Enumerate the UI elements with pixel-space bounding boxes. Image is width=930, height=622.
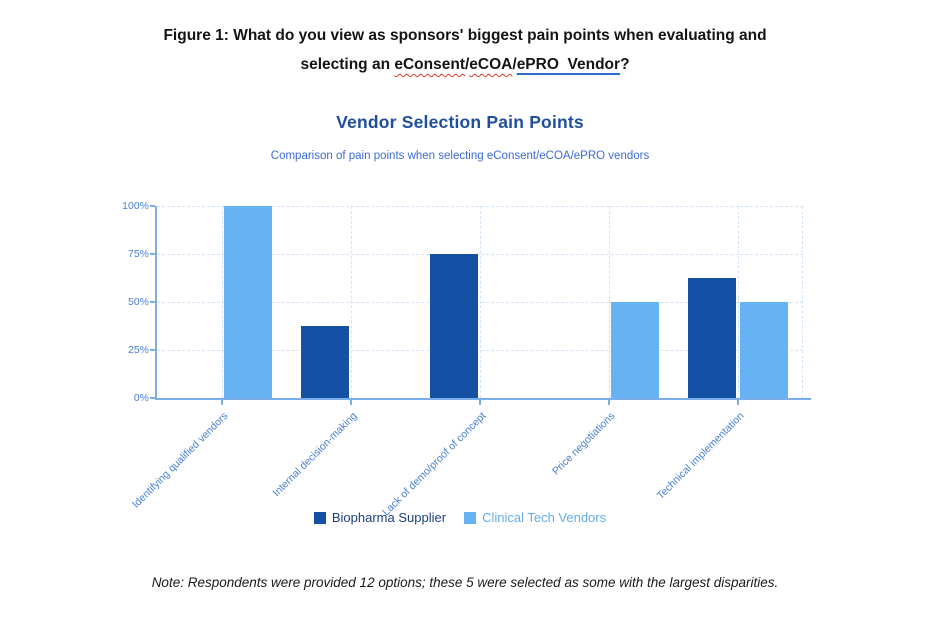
caption-suffix: ? — [620, 56, 630, 73]
x-axis-tick-mark — [737, 400, 740, 405]
caption-text: selecting an — [300, 56, 395, 73]
bar-clinical-tech-vendors — [611, 302, 660, 398]
bar-biopharma-supplier — [688, 278, 737, 398]
chart-subtitle: Comparison of pain points when selecting… — [270, 150, 650, 162]
figure-caption-line2: selecting an eConsent/eCOA/ePRO Vendor? — [0, 50, 930, 79]
gridline-vertical — [350, 206, 352, 398]
gridline-vertical — [738, 206, 740, 398]
legend-swatch — [464, 511, 477, 524]
chart-legend: Biopharma Supplier Clinical Tech Vendors — [110, 510, 810, 525]
y-axis-tick-mark — [150, 301, 155, 303]
y-axis-tick-mark — [150, 253, 155, 255]
plot-right-border — [802, 206, 803, 398]
caption-separator: / — [464, 56, 470, 73]
legend-item-clinical-tech-vendors: Clinical Tech Vendors — [464, 510, 606, 525]
bar-clinical-tech-vendors — [740, 302, 789, 398]
gridline-vertical — [221, 206, 223, 398]
figure-caption-line1: Figure 1: What do you view as sponsors' … — [163, 27, 767, 44]
x-axis-category-label: Lack of demo/proof of concept — [380, 410, 489, 519]
legend-swatch — [313, 511, 326, 524]
epro-vendor-link[interactable]: ePRO Vendor — [516, 56, 621, 73]
figure-caption: Figure 1: What do you view as sponsors' … — [0, 21, 930, 79]
legend-item-biopharma-supplier: Biopharma Supplier — [313, 510, 447, 525]
y-axis-tick-label: 25% — [127, 344, 149, 356]
y-axis-tick-mark — [150, 205, 155, 207]
x-axis-tick-mark — [349, 400, 352, 405]
bar-biopharma-supplier — [300, 326, 349, 398]
caption-separator: / — [512, 56, 517, 73]
chart-title: Vendor Selection Pain Points — [336, 112, 584, 132]
x-axis-tick-mark — [479, 400, 481, 405]
y-axis-tick-mark — [150, 397, 155, 399]
bar-clinical-tech-vendors — [223, 206, 272, 398]
x-axis-category-label: Technical implementation — [655, 410, 747, 502]
y-axis-tick-label: 100% — [122, 200, 149, 212]
bar-biopharma-supplier — [430, 254, 478, 398]
gridline-vertical — [609, 206, 611, 398]
spellcheck-word-ecoa: eCOA — [469, 56, 513, 73]
x-axis-tick-mark — [220, 400, 223, 405]
x-axis-category-label: Identifying qualified vendors — [129, 410, 231, 511]
gridline-vertical — [480, 206, 481, 398]
legend-label: Biopharma Supplier — [331, 510, 447, 525]
y-axis-tick-label: 0% — [133, 392, 149, 404]
footnote: Note: Respondents were provided 12 optio… — [151, 575, 779, 590]
x-axis-category-label: Internal decision-making — [270, 410, 360, 499]
bar-chart: Vendor Selection Pain Points Comparison … — [110, 108, 811, 543]
spellcheck-word-econsent: eConsent — [394, 56, 465, 73]
y-axis-tick-label: 50% — [127, 296, 149, 308]
x-axis-line — [155, 398, 811, 400]
plot-area — [155, 206, 811, 400]
y-axis-tick-mark — [150, 349, 155, 351]
x-axis-category-label: Price negotiations — [550, 410, 618, 478]
legend-label: Clinical Tech Vendors — [482, 510, 607, 525]
y-axis-line — [155, 206, 157, 398]
x-axis-tick-mark — [608, 400, 611, 405]
y-axis-tick-label: 75% — [127, 248, 149, 260]
